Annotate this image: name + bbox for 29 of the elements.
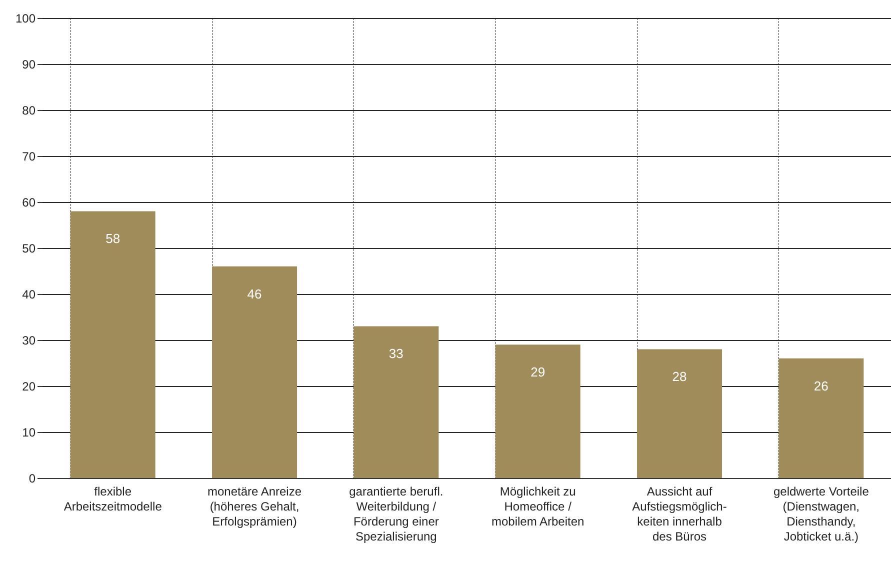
x-tick-label: geldwerte Vorteile (Dienstwagen, Diensthandy, Jobticket u.ä.) xyxy=(773,484,870,544)
bar xyxy=(495,344,580,478)
y-tick-label: 10 xyxy=(22,426,36,440)
y-tick-label: 0 xyxy=(28,472,36,486)
data-label: 26 xyxy=(814,378,828,394)
y-tick-label: 40 xyxy=(22,288,36,302)
y-tick-label: 90 xyxy=(22,58,36,72)
bar xyxy=(637,349,722,478)
data-label: 33 xyxy=(388,346,404,362)
bar xyxy=(212,266,297,478)
y-tick-label: 80 xyxy=(22,104,36,118)
x-tick-label: Möglichkeit zu Homeoffice / mobilem Arbeiten xyxy=(491,484,584,528)
x-tick-label: Aussicht auf Aufstiegsmöglich- keiten innerhalb des Büros xyxy=(632,484,727,544)
y-tick-label: 20 xyxy=(22,380,36,394)
bar xyxy=(70,211,156,478)
bar xyxy=(354,326,439,478)
y-tick-label: 60 xyxy=(22,196,36,210)
data-label: 28 xyxy=(672,369,687,384)
y-tick-label: 30 xyxy=(22,334,36,348)
bar xyxy=(778,358,864,478)
x-tick-label: garantierte berufl. Weiterbildung / Förderung einer Spezialisierung xyxy=(349,484,444,544)
y-tick-label: 70 xyxy=(22,150,36,164)
data-label: 46 xyxy=(247,286,262,302)
data-label: 58 xyxy=(106,231,120,246)
x-tick-label: flexible Arbeitszeitmodelle xyxy=(64,484,162,514)
y-tick-label: 100 xyxy=(15,12,36,26)
y-tick-label: 50 xyxy=(22,242,36,256)
x-tick-label: monetäre Anreize (höheres Gehalt, Erfolgsprämien) xyxy=(207,484,302,528)
data-label: 29 xyxy=(530,364,546,380)
